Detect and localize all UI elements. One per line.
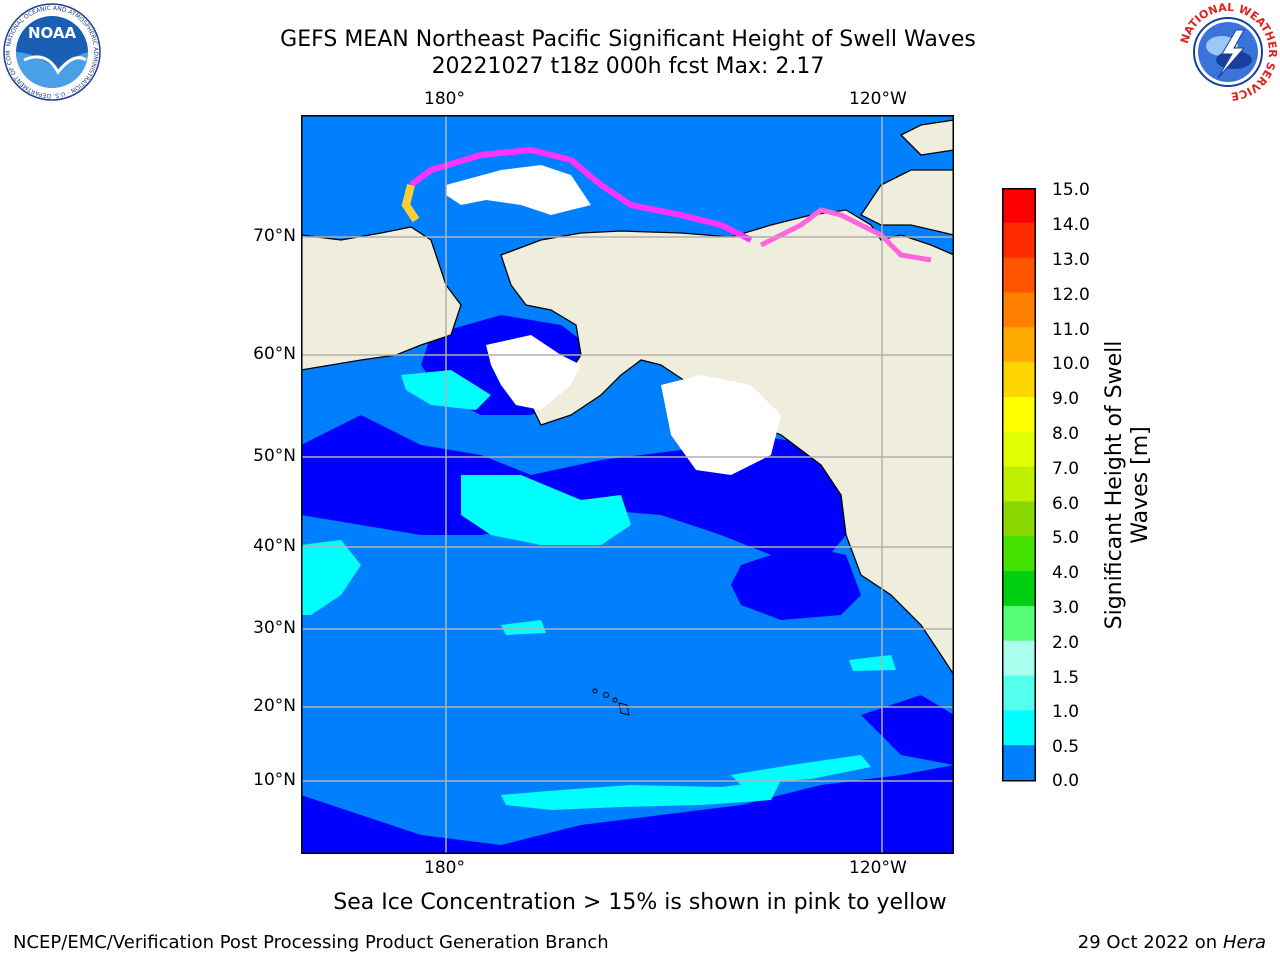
colorbar-tick-label: 14.0 <box>1052 215 1090 235</box>
footer-credit: NCEP/EMC/Verification Post Processing Pr… <box>13 932 609 953</box>
colorbar-tick-label: 9.0 <box>1052 389 1080 409</box>
colorbar-tick-label: 2.0 <box>1052 633 1080 653</box>
lon-label-top-120w: 120°W <box>849 89 907 109</box>
lat-label-50n: 50°N <box>253 446 296 466</box>
colorbar-tick-label: 13.0 <box>1052 250 1090 270</box>
colorbar-tick-label: 1.0 <box>1052 702 1080 722</box>
colorbar-tick-label: 15.0 <box>1052 180 1090 200</box>
colorbar <box>1002 188 1036 782</box>
colorbar-tick-label: 0.0 <box>1052 771 1080 791</box>
colorbar-swatch <box>1002 571 1036 607</box>
colorbar-tick-label: 3.0 <box>1052 598 1080 618</box>
lon-label-bottom-180: 180° <box>424 858 465 878</box>
lat-label-30n: 30°N <box>253 618 296 638</box>
colorbar-swatch <box>1002 362 1036 398</box>
colorbar-tick-label: 8.0 <box>1052 424 1080 444</box>
colorbar-swatch <box>1002 710 1036 746</box>
chart-title: GEFS MEAN Northeast Pacific Significant … <box>280 27 976 52</box>
footer-date-text: 29 Oct 2022 on <box>1077 932 1223 953</box>
colorbar-tick-label: 11.0 <box>1052 320 1090 340</box>
colorbar-swatch <box>1002 257 1036 293</box>
colorbar-tick-label: 12.0 <box>1052 285 1090 305</box>
chart-subtitle: 20221027 t18z 000h fcst Max: 2.17 <box>431 54 825 79</box>
colorbar-swatch <box>1002 431 1036 468</box>
colorbar-swatch <box>1002 675 1036 711</box>
lat-label-10n: 10°N <box>253 770 296 790</box>
colorbar-swatch <box>1002 396 1036 433</box>
colorbar-swatch <box>1002 188 1036 224</box>
colorbar-tick-label: 5.0 <box>1052 528 1080 548</box>
sea-ice-caption: Sea Ice Concentration > 15% is shown in … <box>333 890 947 915</box>
colorbar-title-line1: Significant Height of Swell <box>1102 340 1127 630</box>
colorbar-swatch <box>1002 536 1036 572</box>
lon-label-bottom-120w: 120°W <box>849 858 907 878</box>
lat-label-70n: 70°N <box>253 226 296 246</box>
colorbar-tick-label: 4.0 <box>1052 563 1080 583</box>
colorbar-title-line2: Waves [m] <box>1128 426 1153 544</box>
noaa-logo-text: NOAA <box>28 24 77 42</box>
colorbar-tick-label: 10.0 <box>1052 354 1090 374</box>
lat-label-40n: 40°N <box>253 536 296 556</box>
colorbar-swatch <box>1002 327 1036 363</box>
nws-logo: NATIONAL WEATHER SERVICE <box>1178 2 1278 102</box>
colorbar-swatch <box>1002 222 1036 259</box>
noaa-logo: NOAA NATIONAL OCEANIC AND ATMOSPHERIC AD… <box>2 2 101 101</box>
colorbar-swatch <box>1002 466 1036 502</box>
no-data-regions <box>446 165 781 475</box>
hawaii-islands <box>592 688 630 716</box>
colorbar-tick-label: 0.5 <box>1052 737 1080 757</box>
colorbar-swatch <box>1002 745 1036 781</box>
land-masses <box>301 119 954 677</box>
gridlines <box>301 115 954 854</box>
colorbar-tick-label: 6.0 <box>1052 494 1080 514</box>
lat-label-20n: 20°N <box>253 696 296 716</box>
lat-label-60n: 60°N <box>253 344 296 364</box>
sea-ice-edge <box>401 146 932 263</box>
footer-date: 29 Oct 2022 on Hera <box>1078 932 1266 953</box>
colorbar-tick-label: 7.0 <box>1052 459 1080 479</box>
colorbar-swatch <box>1002 292 1036 328</box>
colorbar-swatch <box>1002 640 1036 677</box>
map-panel <box>301 115 954 854</box>
colorbar-tick-label: 1.5 <box>1052 668 1080 688</box>
colorbar-swatch <box>1002 501 1036 537</box>
colorbar-swatch <box>1002 605 1036 642</box>
lon-label-top-180: 180° <box>424 89 465 109</box>
footer-host: Hera <box>1222 932 1266 953</box>
